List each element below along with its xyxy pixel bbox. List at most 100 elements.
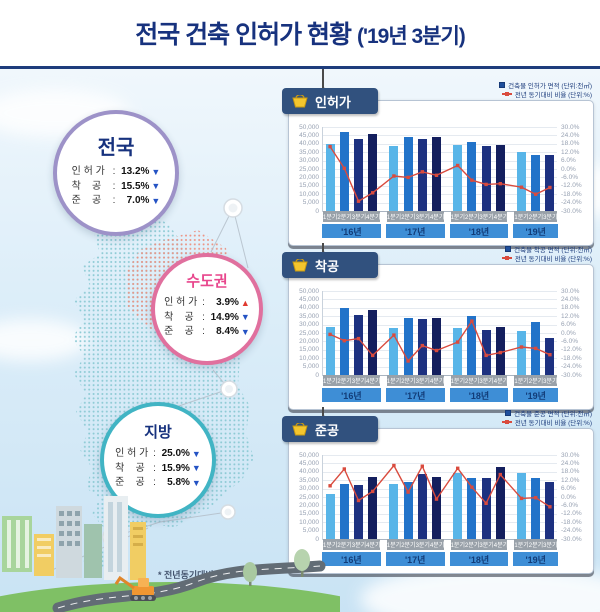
left-axis-tick-label: 20,000 <box>299 501 319 509</box>
area-bar <box>517 473 526 539</box>
bucket-icon <box>292 258 308 271</box>
gridline <box>323 127 557 128</box>
right-axis-tick-label: -18.0% <box>561 354 582 362</box>
chart-section-starts: 착공 건축물 착공 면적 (단위:천㎡) 전년 동기대비 비율 (단위:%) 5… <box>282 243 594 414</box>
quarter-label-band: 1분기 2분기 3분기 4분기 <box>386 375 444 386</box>
left-axis-tick-label: 20,000 <box>299 173 319 181</box>
area-bar <box>403 137 413 211</box>
left-axis-tick-label: 10,000 <box>299 518 319 526</box>
right-axis-tick-label: 6.0% <box>561 485 576 493</box>
right-axis-tick-label: 24.0% <box>561 131 580 139</box>
left-axis-tick-label: 35,000 <box>299 476 319 484</box>
area-bar <box>545 154 555 211</box>
area-bar <box>545 338 555 375</box>
trend-line <box>328 144 552 203</box>
area-bar <box>325 327 335 375</box>
quarter-label: 3분기 <box>543 215 558 221</box>
area-bar <box>417 138 427 211</box>
stat-row: 인 허 가:3.9% ▲ <box>164 297 250 308</box>
trend-marker <box>420 464 424 468</box>
gridline <box>323 316 557 318</box>
content-area: 전국 인 허 가:13.2% ▼ 착 공:15.5% ▼ 준 공:7.0% ▼ 수도권… <box>0 69 600 612</box>
region-circle-national: 전국 인 허 가:13.2% ▼ 착 공:15.5% ▼ 준 공:7.0% ▼ <box>53 110 179 236</box>
trend-marker <box>392 174 396 178</box>
quarter-label: 3분기 <box>479 379 494 385</box>
right-axis-tick-label: 18.0% <box>561 140 580 148</box>
trend-marker <box>548 353 552 357</box>
quarter-label: 2분기 <box>401 543 416 549</box>
region-circle-capital: 수도권 인 허 가:3.9% ▲ 착 공:14.9% ▼ 준 공:8.4% ▼ <box>151 253 263 365</box>
quarter-label: 1분기 <box>386 543 402 549</box>
right-axis-tick-label: 6.0% <box>561 321 576 329</box>
trend-marker <box>534 346 538 351</box>
year-label: '17년 <box>385 552 445 566</box>
trend-marker <box>548 505 552 509</box>
left-axis-tick-label: 10,000 <box>299 354 319 362</box>
quarter-label-band: 1분기 2분기 3분기 <box>514 375 558 386</box>
trend-marker <box>328 332 332 337</box>
trend-marker <box>434 348 439 353</box>
trees <box>243 549 310 586</box>
trend-marker <box>371 191 375 195</box>
year-label: '18년 <box>449 552 509 566</box>
chart-title: 착공 <box>315 258 339 274</box>
right-axis-tick-label: 12.0% <box>561 148 580 156</box>
stat-row: 착 공:15.5% ▼ <box>71 180 161 192</box>
trend-arrow-icon: ▼ <box>240 312 250 323</box>
left-axis-tick-label: 0 <box>315 535 319 543</box>
page-title-suffix: ('19년 3분기) <box>356 25 466 48</box>
area-bar <box>389 483 399 539</box>
area-bar <box>432 476 441 539</box>
right-axis-tick-label: 12.0% <box>561 312 580 320</box>
area-bar <box>354 315 363 375</box>
gridline <box>323 299 557 301</box>
region-title: 전국 <box>97 137 135 159</box>
quarter-label: 1분기 <box>514 543 529 549</box>
legend-item: 전년 동기대비 비율 (단위:%) <box>499 89 592 99</box>
gridline <box>323 135 557 137</box>
stat-row: 준 공:5.8% ▼ <box>115 477 201 488</box>
quarter-label: 3분기 <box>543 379 558 385</box>
trend-marker <box>342 467 346 471</box>
page-header: 전국 건축 인허가 현황 ('19년 3분기) <box>0 0 600 66</box>
area-bar <box>354 138 363 211</box>
area-bar <box>545 481 555 539</box>
year-label: '17년 <box>385 224 445 238</box>
y-axis-line <box>322 127 323 212</box>
right-axis-tick-label: 6.0% <box>561 157 576 165</box>
right-axis-tick-label: -6.0% <box>561 173 578 181</box>
area-bar <box>389 146 399 211</box>
chart-header-completions: 준공 <box>282 416 378 442</box>
quarter-label: 2분기 <box>337 543 352 549</box>
quarter-label: 2분기 <box>401 215 416 221</box>
gridline <box>323 471 557 473</box>
gridline <box>323 455 557 456</box>
quarter-label: 3분기 <box>479 215 494 221</box>
trend-arrow-icon: ▼ <box>191 477 201 488</box>
left-axis-tick-label: 40,000 <box>299 468 319 476</box>
year-label: '17년 <box>385 388 445 402</box>
quarter-label: 2분기 <box>528 543 544 549</box>
left-axis-tick-label: 45,000 <box>299 131 319 139</box>
quarter-label: 3분기 <box>543 543 558 549</box>
quarter-label-band: 1분기 2분기 3분기 4분기 <box>386 539 444 550</box>
year-label: '16년 <box>322 388 381 402</box>
legend-item: 건축물 착공 면적 (단위:천㎡) <box>502 244 592 254</box>
left-axis-tick-label: 15,000 <box>299 510 319 518</box>
quarter-label: 3분기 <box>351 543 367 549</box>
quarter-label: 1분기 <box>514 379 529 385</box>
chart-section-completions: 준공 건축물 준공 면적 (단위:천㎡) 전년 동기대비 비율 (단위:%) 5… <box>282 407 594 578</box>
page-title-text: 전국 건축 인허가 현황 <box>135 21 352 49</box>
left-axis-tick-label: 45,000 <box>299 295 319 303</box>
chart-header-permits: 인허가 <box>282 88 378 114</box>
left-axis-tick-label: 5,000 <box>302 527 319 535</box>
area-bar <box>531 154 541 211</box>
chart-title: 인허가 <box>315 94 351 110</box>
trend-marker <box>519 345 524 349</box>
trend-marker <box>484 501 488 505</box>
left-axis-tick-label: 40,000 <box>299 140 319 148</box>
quarter-label: 4분기 <box>366 379 381 385</box>
crane-cable-icon <box>320 69 328 97</box>
trend-marker <box>356 199 361 203</box>
y-axis-line <box>322 455 323 540</box>
